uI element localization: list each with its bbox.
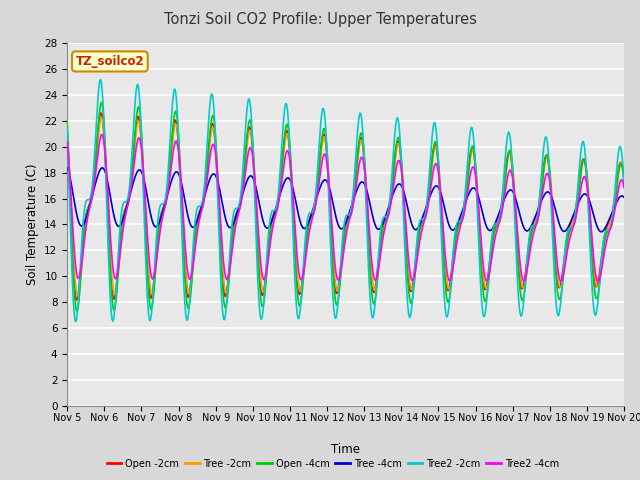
Y-axis label: Soil Temperature (C): Soil Temperature (C): [26, 164, 38, 285]
Text: TZ_soilco2: TZ_soilco2: [76, 55, 144, 68]
X-axis label: Time: Time: [331, 443, 360, 456]
Text: Tonzi Soil CO2 Profile: Upper Temperatures: Tonzi Soil CO2 Profile: Upper Temperatur…: [164, 12, 476, 27]
Legend: Open -2cm, Tree -2cm, Open -4cm, Tree -4cm, Tree2 -2cm, Tree2 -4cm: Open -2cm, Tree -2cm, Open -4cm, Tree -4…: [103, 455, 563, 473]
